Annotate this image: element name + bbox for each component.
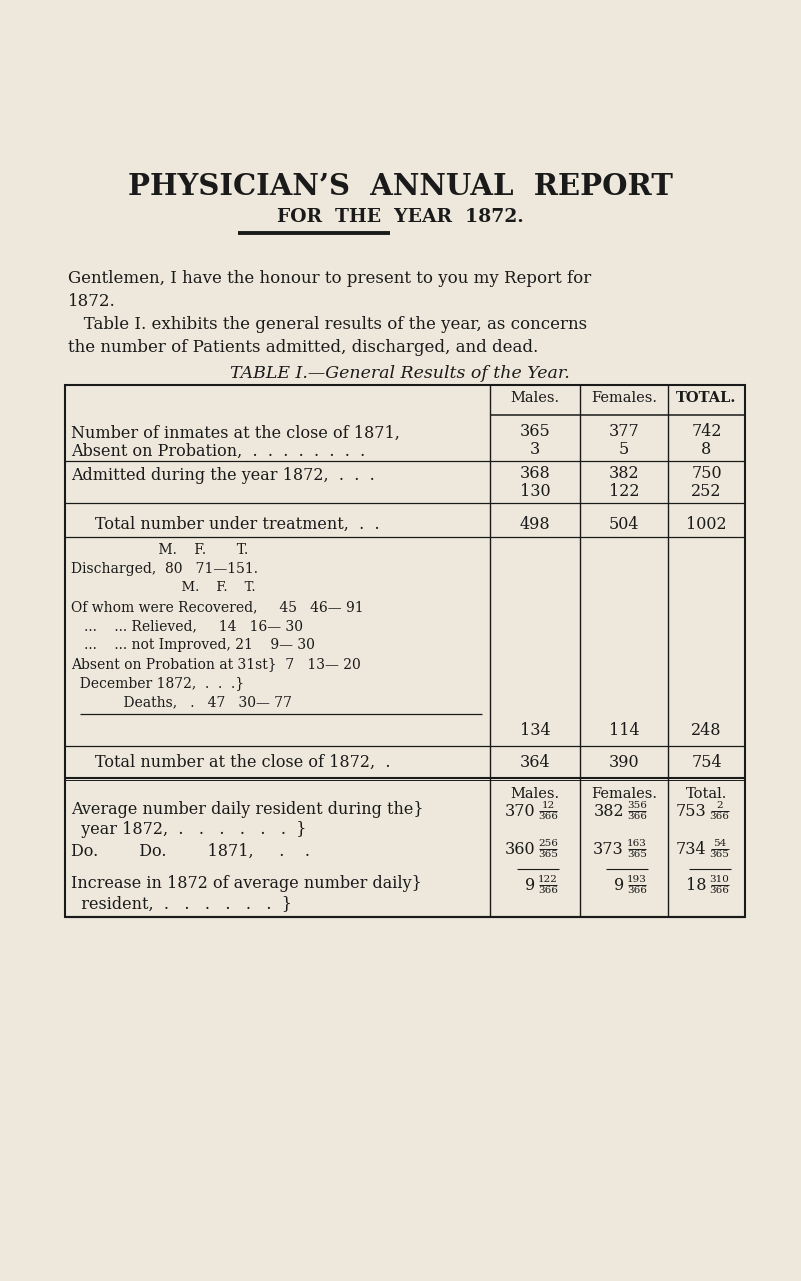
Text: 504: 504	[609, 516, 639, 533]
Text: Gentlemen, I have the honour to present to you my Report for: Gentlemen, I have the honour to present …	[68, 270, 591, 287]
Text: 498: 498	[520, 516, 550, 533]
Text: Average number daily resident during the}: Average number daily resident during the…	[71, 801, 424, 819]
Text: the number of Patients admitted, discharged, and dead.: the number of Patients admitted, dischar…	[68, 339, 538, 356]
Text: 5: 5	[619, 441, 629, 459]
Text: PHYSICIAN’S  ANNUAL  REPORT: PHYSICIAN’S ANNUAL REPORT	[127, 172, 672, 201]
Text: Absent on Probation at 31st}  7   13— 20: Absent on Probation at 31st} 7 13— 20	[71, 657, 360, 671]
Text: 360: 360	[505, 840, 535, 857]
Text: ...    ... Relieved,     14   16— 30: ... ... Relieved, 14 16— 30	[71, 619, 303, 633]
Text: Deaths,   .   47   30— 77: Deaths, . 47 30— 77	[71, 696, 292, 708]
Text: 18: 18	[686, 876, 706, 894]
Text: 193: 193	[627, 875, 647, 884]
Text: December 1872,  .  .  .}: December 1872, . . .}	[71, 676, 244, 690]
Text: 248: 248	[691, 722, 722, 739]
Text: 365: 365	[538, 851, 558, 860]
Text: 364: 364	[520, 755, 550, 771]
Text: 382: 382	[609, 465, 639, 482]
Text: Total number at the close of 1872,  .: Total number at the close of 1872, .	[95, 755, 391, 771]
Text: 366: 366	[710, 812, 730, 821]
Text: Number of inmates at the close of 1871,: Number of inmates at the close of 1871,	[71, 425, 400, 442]
Text: M.    F.    T.: M. F. T.	[71, 582, 256, 594]
Text: Total.: Total.	[686, 787, 727, 801]
Text: Of whom were Recovered,     45   46— 91: Of whom were Recovered, 45 46— 91	[71, 600, 364, 614]
Text: Discharged,  80   71—151.: Discharged, 80 71—151.	[71, 562, 258, 576]
Text: Admitted during the year 1872,  .  .  .: Admitted during the year 1872, . . .	[71, 468, 375, 484]
Text: 9: 9	[525, 876, 535, 894]
Text: 366: 366	[627, 812, 647, 821]
Text: Do.        Do.        1871,     .    .: Do. Do. 1871, . .	[71, 843, 310, 860]
Text: 163: 163	[627, 839, 647, 848]
Text: 256: 256	[538, 839, 558, 848]
Text: 366: 366	[538, 812, 558, 821]
Text: 122: 122	[538, 875, 558, 884]
Text: 377: 377	[609, 423, 639, 439]
Text: 366: 366	[538, 886, 558, 895]
Text: 8: 8	[702, 441, 711, 459]
Text: ...    ... not Improved, 21    9— 30: ... ... not Improved, 21 9— 30	[71, 638, 315, 652]
Text: Table I. exhibits the general results of the year, as concerns: Table I. exhibits the general results of…	[68, 316, 587, 333]
Text: 370: 370	[505, 802, 535, 820]
Text: 366: 366	[710, 886, 730, 895]
Text: 2: 2	[716, 801, 723, 810]
Text: TABLE I.—General Results of the Year.: TABLE I.—General Results of the Year.	[230, 365, 570, 382]
Text: 122: 122	[609, 483, 639, 500]
Text: 1002: 1002	[686, 516, 727, 533]
Text: 9: 9	[614, 876, 624, 894]
Text: 750: 750	[691, 465, 722, 482]
Text: Increase in 1872 of average number daily}: Increase in 1872 of average number daily…	[71, 875, 422, 892]
Text: resident,  .   .   .   .   .   .  }: resident, . . . . . . }	[71, 895, 292, 912]
Text: Males.: Males.	[510, 391, 560, 405]
Text: 742: 742	[691, 423, 722, 439]
Text: 390: 390	[609, 755, 639, 771]
Text: 3: 3	[530, 441, 540, 459]
Text: M.    F.       T.: M. F. T.	[71, 543, 248, 557]
Text: 368: 368	[520, 465, 550, 482]
Text: 356: 356	[627, 801, 647, 810]
Text: 754: 754	[691, 755, 722, 771]
Text: 130: 130	[520, 483, 550, 500]
Text: 753: 753	[676, 802, 706, 820]
Text: Females.: Females.	[591, 787, 657, 801]
Text: Males.: Males.	[510, 787, 560, 801]
Text: 12: 12	[541, 801, 554, 810]
Text: 252: 252	[691, 483, 722, 500]
Text: 373: 373	[594, 840, 624, 857]
Text: 365: 365	[710, 851, 730, 860]
Text: Absent on Probation,  .  .  .  .  .  .  .  .: Absent on Probation, . . . . . . . .	[71, 443, 365, 460]
Text: 734: 734	[676, 840, 706, 857]
Text: 54: 54	[713, 839, 727, 848]
Text: TOTAL.: TOTAL.	[676, 391, 737, 405]
Text: 382: 382	[594, 802, 624, 820]
Text: 1872.: 1872.	[68, 293, 116, 310]
Text: 114: 114	[609, 722, 639, 739]
Text: 365: 365	[520, 423, 550, 439]
Text: Females.: Females.	[591, 391, 657, 405]
Text: 366: 366	[627, 886, 647, 895]
Text: 134: 134	[520, 722, 550, 739]
Text: year 1872,  .   .   .   .   .   .  }: year 1872, . . . . . . }	[71, 821, 307, 838]
Text: Total number under treatment,  .  .: Total number under treatment, . .	[95, 516, 380, 533]
Text: FOR  THE  YEAR  1872.: FOR THE YEAR 1872.	[276, 208, 523, 225]
Text: 365: 365	[627, 851, 647, 860]
Bar	[65, 386, 745, 917]
Text: 310: 310	[710, 875, 730, 884]
